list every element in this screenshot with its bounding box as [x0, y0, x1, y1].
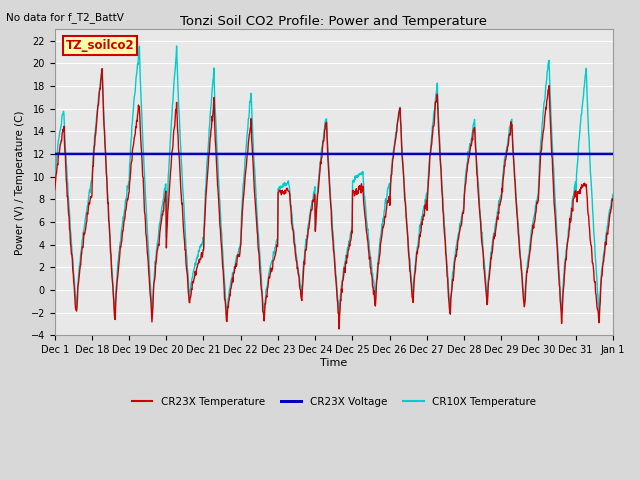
Title: Tonzi Soil CO2 Profile: Power and Temperature: Tonzi Soil CO2 Profile: Power and Temper…	[180, 15, 487, 28]
Text: No data for f_T2_BattV: No data for f_T2_BattV	[6, 12, 124, 23]
Text: TZ_soilco2: TZ_soilco2	[66, 39, 134, 52]
Legend: CR23X Temperature, CR23X Voltage, CR10X Temperature: CR23X Temperature, CR23X Voltage, CR10X …	[127, 393, 540, 411]
Y-axis label: Power (V) / Temperature (C): Power (V) / Temperature (C)	[15, 110, 25, 254]
X-axis label: Time: Time	[320, 358, 348, 368]
